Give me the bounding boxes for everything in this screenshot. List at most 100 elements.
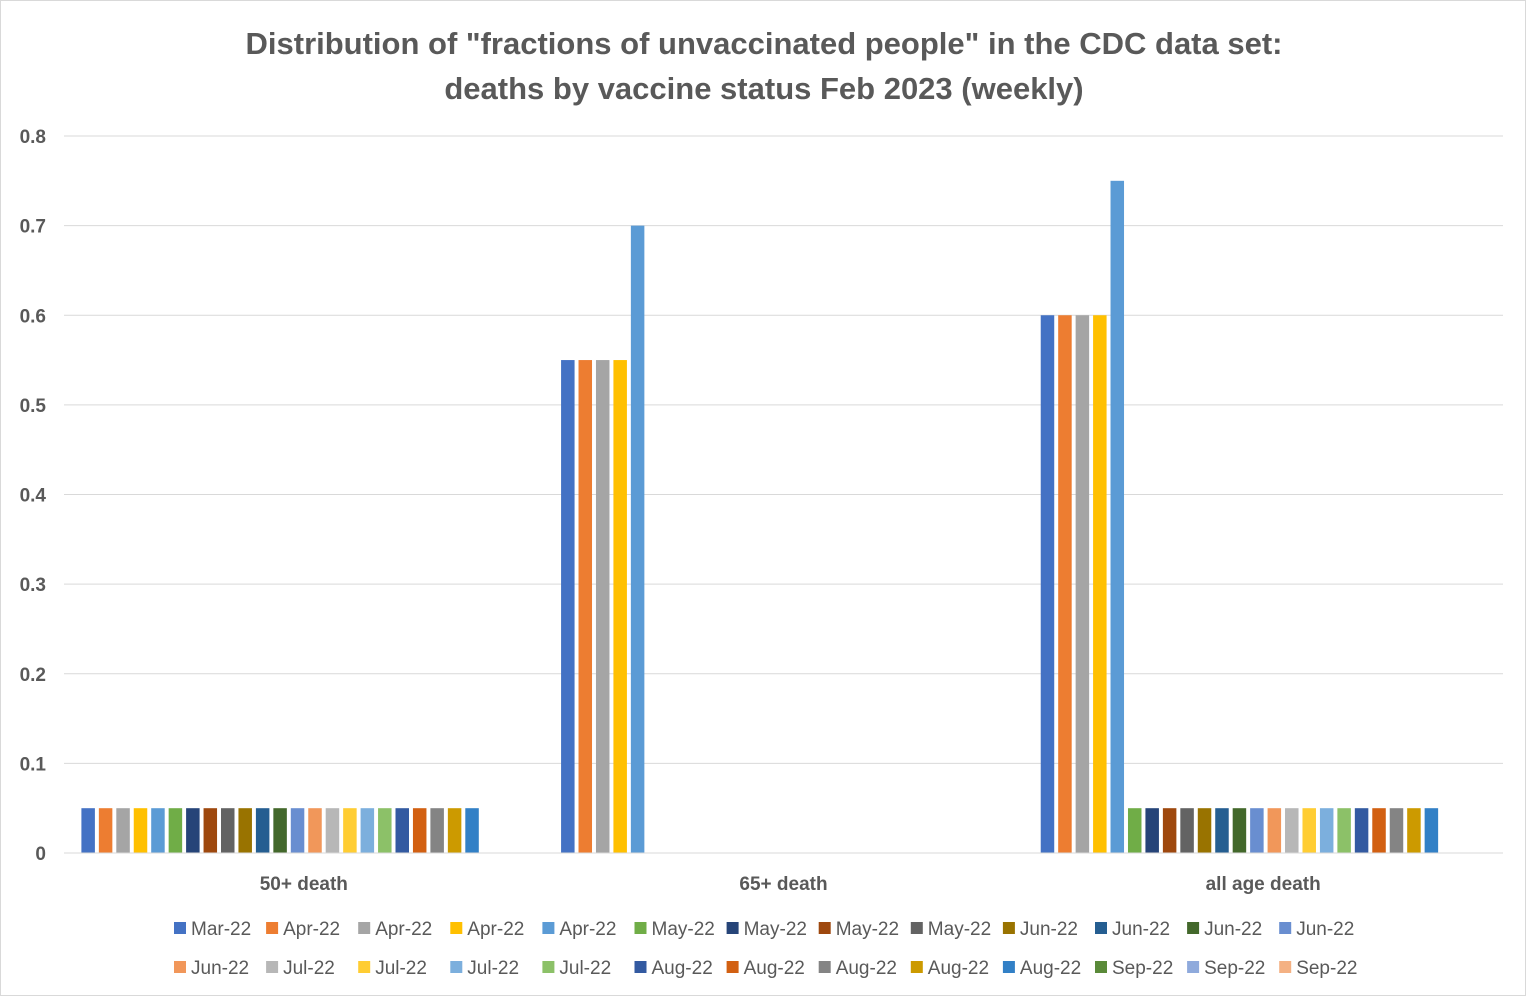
- bar-1-3: [116, 808, 130, 853]
- legend-item: Jun-22: [1002, 919, 1078, 940]
- bar-1-5: [151, 808, 165, 853]
- legend-swatch: [1279, 961, 1292, 973]
- bar-1-14: [308, 808, 322, 853]
- y-tick-label: 0.2: [20, 665, 46, 686]
- gridlines: [64, 135, 1503, 764]
- legend-item: Jun-22: [1095, 919, 1170, 940]
- legend-item: Jun-22: [1187, 919, 1262, 940]
- bar-3-15: [1285, 808, 1299, 853]
- bar-1-17: [360, 808, 375, 853]
- y-tick-label: 0.1: [20, 754, 47, 775]
- bar-3-11: [1215, 808, 1229, 853]
- legend-label: Aug-22: [928, 958, 989, 979]
- bar-1-9: [221, 808, 235, 853]
- legend-swatch: [910, 961, 923, 973]
- legend-swatch: [910, 922, 923, 934]
- legend-label: May-22: [928, 919, 991, 940]
- legend-item: Aug-22: [726, 958, 805, 979]
- chart-title-line-2: deaths by vaccine status Feb 2023 (weekl…: [444, 71, 1083, 106]
- legend-label: Aug-22: [744, 958, 805, 979]
- legend-item: Aug-22: [634, 958, 713, 979]
- bar-2-4: [613, 360, 627, 853]
- category-label: all age death: [1206, 874, 1321, 895]
- legend-item: Jun-22: [1279, 919, 1354, 940]
- bar-1-23: [465, 808, 479, 853]
- y-tick-label: 0.6: [20, 306, 46, 327]
- legend-item: May-22: [634, 919, 715, 940]
- legend-label: Jul-22: [467, 958, 519, 979]
- bar-3-7: [1145, 808, 1159, 853]
- bar-1-7: [186, 808, 200, 853]
- legend-label: Jun-22: [191, 958, 249, 979]
- legend-item: Jun-22: [174, 958, 249, 979]
- legend-label: Apr-22: [559, 919, 616, 940]
- category-label: 50+ death: [260, 874, 348, 895]
- category-labels: 50+ death 65+ death all age death: [260, 874, 1321, 895]
- y-tick-label: 0.4: [20, 486, 47, 507]
- y-tick-label: 0.7: [20, 217, 46, 238]
- legend-swatch: [1002, 922, 1015, 934]
- legend-swatch: [818, 961, 831, 973]
- legend-item: May-22: [726, 919, 807, 940]
- bar-3-1: [1040, 315, 1055, 853]
- bar-3-2: [1058, 315, 1072, 853]
- bar-3-4: [1093, 315, 1107, 853]
- y-axis-ticks: 0 0.1 0.2 0.3 0.4 0.5 0.6 0.7 0.8: [20, 127, 47, 865]
- legend-label: Mar-22: [191, 919, 251, 940]
- legend-item: Aug-22: [910, 958, 989, 979]
- legend: Mar-22 Apr-22 Apr-22 Apr-22 Apr-22 May-22 May-…: [174, 919, 1357, 979]
- bar-1-15: [325, 808, 340, 853]
- bar-1-19: [395, 808, 409, 853]
- bar-3-6: [1127, 808, 1142, 853]
- bar-1-6: [168, 808, 183, 853]
- legend-swatch: [174, 922, 186, 934]
- bar-1-22: [447, 808, 462, 853]
- legend-label: Jun-22: [1296, 919, 1354, 940]
- legend-swatch: [634, 922, 647, 934]
- bar-1-11: [255, 808, 270, 853]
- bar-3-21: [1389, 808, 1404, 853]
- bar-1-10: [238, 808, 252, 853]
- bar-2-3: [595, 360, 610, 853]
- bar-3-16: [1302, 808, 1316, 853]
- legend-label: Jul-22: [283, 958, 335, 979]
- legend-label: Jun-22: [1020, 919, 1078, 940]
- legend-swatch: [358, 922, 371, 934]
- legend-label: Jun-22: [1204, 919, 1262, 940]
- legend-label: Sep-22: [1112, 958, 1173, 979]
- chart-title: Distribution of "fractions of unvaccinat…: [246, 26, 1283, 106]
- legend-swatch: [1279, 922, 1292, 934]
- legend-item: Sep-22: [1279, 958, 1357, 979]
- legend-item: May-22: [910, 919, 991, 940]
- legend-item: Jul-22: [266, 958, 335, 979]
- bar-3-12: [1232, 808, 1247, 853]
- legend-item: May-22: [818, 919, 899, 940]
- y-tick-label: 0.8: [20, 127, 46, 148]
- legend-label: Apr-22: [283, 919, 340, 940]
- legend-item: Sep-22: [1095, 958, 1173, 979]
- bar-3-10: [1197, 808, 1212, 853]
- legend-label: Jun-22: [1112, 919, 1170, 940]
- legend-swatch: [726, 922, 739, 934]
- legend-swatch: [174, 961, 186, 973]
- bar-1-8: [203, 808, 218, 853]
- legend-swatch: [634, 961, 647, 973]
- legend-swatch: [542, 922, 555, 934]
- bar-3-23: [1424, 808, 1439, 853]
- bar-3-13: [1250, 808, 1264, 853]
- legend-item: Sep-22: [1187, 958, 1265, 979]
- legend-swatch: [726, 961, 739, 973]
- legend-item: Mar-22: [174, 919, 251, 940]
- legend-item: Apr-22: [450, 919, 524, 940]
- bar-3-17: [1319, 808, 1334, 853]
- legend-item: Aug-22: [818, 958, 897, 979]
- bar-3-19: [1354, 808, 1369, 853]
- legend-swatch: [1002, 961, 1015, 973]
- bar-1-1: [81, 808, 95, 853]
- bar-2-2: [578, 360, 593, 853]
- bar-1-20: [412, 808, 427, 853]
- legend-item: Jul-22: [450, 958, 519, 979]
- legend-label: Sep-22: [1296, 958, 1357, 979]
- y-tick-label: 0.5: [20, 396, 47, 417]
- category-label: 65+ death: [739, 874, 827, 895]
